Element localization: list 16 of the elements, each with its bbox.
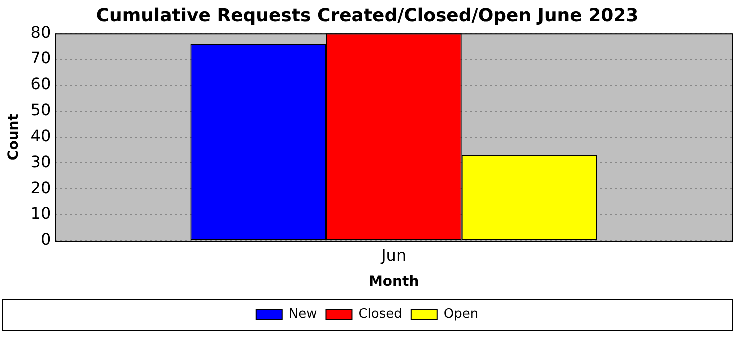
y-tick-label: 70 — [30, 48, 52, 68]
y-axis-title: Count — [6, 114, 22, 161]
y-tick-label: 30 — [30, 152, 52, 172]
legend-label: Open — [444, 306, 479, 322]
y-tick-label: 60 — [30, 74, 52, 94]
chart-title: Cumulative Requests Created/Closed/Open June 2023 — [96, 5, 639, 26]
y-tick-label: 80 — [30, 22, 52, 42]
legend-label: New — [288, 306, 318, 322]
y-tick-label: 40 — [30, 126, 52, 146]
y-tick-label: 20 — [30, 178, 52, 198]
y-tick-label: 0 — [40, 230, 52, 250]
x-tick-label: Jun — [380, 246, 407, 265]
x-axis-title: Month — [368, 274, 420, 290]
legend-label: Closed — [358, 306, 402, 322]
y-tick-label: 50 — [30, 100, 52, 120]
y-tick-label: 10 — [30, 204, 52, 224]
